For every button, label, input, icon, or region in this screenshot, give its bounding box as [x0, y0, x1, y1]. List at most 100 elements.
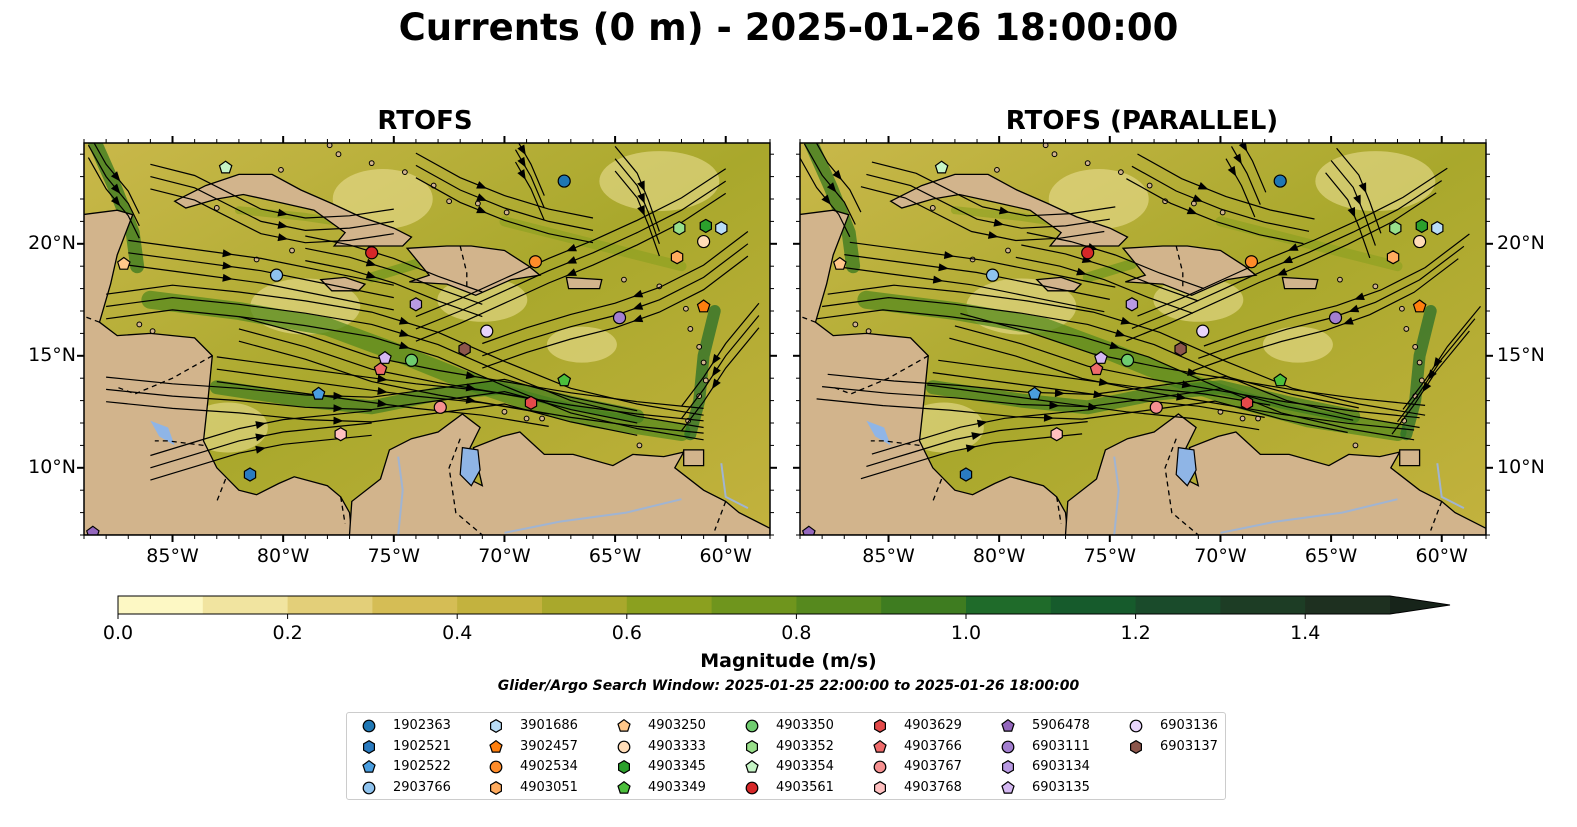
platform-marker-1902363[interactable]: [557, 174, 571, 188]
platform-marker-4903345[interactable]: [699, 218, 713, 234]
platform-marker-4903250[interactable]: [116, 256, 131, 270]
platform-marker-4903352[interactable]: [1389, 220, 1402, 236]
legend-symbol: [1001, 719, 1015, 732]
platform-marker-4903250[interactable]: [832, 256, 847, 270]
legend-symbol: [617, 740, 631, 753]
platform-marker-4903349[interactable]: [557, 373, 572, 387]
colorbar-label: Magnitude (m/s): [700, 650, 877, 672]
streamline-arrow: [1114, 329, 1126, 337]
map-frame-right: [799, 142, 1487, 536]
platform-marker-6903111[interactable]: [1328, 311, 1343, 325]
streamline-arrow: [832, 169, 842, 181]
strong-current-band: [857, 290, 1407, 441]
platform-marker-4903629[interactable]: [524, 395, 538, 410]
streamline: [1192, 258, 1459, 372]
legend-symbol: [1001, 740, 1015, 753]
legend-symbol: [362, 781, 376, 794]
legend-label: 4903250: [648, 718, 706, 733]
island: [1337, 276, 1343, 283]
platform-marker-4903051[interactable]: [670, 250, 684, 265]
legend-label: 4903333: [648, 738, 706, 754]
platform-marker-1902522[interactable]: [1027, 386, 1042, 400]
colorbar-tick-label: 0.2: [272, 622, 303, 644]
platform-marker-4903561[interactable]: [1081, 246, 1095, 260]
longitude-tick-label: 80°W: [972, 545, 1026, 567]
streamline-arrow: [1354, 292, 1365, 301]
platform-marker-4903350[interactable]: [404, 353, 419, 367]
platform-marker-5906478[interactable]: [801, 525, 816, 538]
platform-marker-6903111[interactable]: [612, 311, 627, 325]
platform-marker-6903136[interactable]: [1196, 324, 1210, 338]
platform-marker-4903350[interactable]: [1120, 353, 1135, 367]
platform-marker-6903135[interactable]: [1094, 350, 1108, 364]
platform-marker-4903766[interactable]: [1089, 362, 1104, 376]
streamline-arrow: [1282, 255, 1293, 264]
platform-marker-4903345[interactable]: [1415, 218, 1429, 234]
platform-marker-4903766[interactable]: [373, 362, 388, 376]
platform-marker-6903134[interactable]: [1125, 297, 1139, 312]
streamline: [128, 252, 394, 299]
platform-marker-3902457[interactable]: [696, 299, 711, 313]
platform-marker-5906478[interactable]: [85, 525, 100, 538]
streamline-arrow: [1347, 206, 1356, 218]
platform-marker-3901686[interactable]: [1431, 220, 1444, 236]
platform-marker-4903352[interactable]: [673, 220, 686, 236]
island: [865, 328, 872, 335]
platform-marker-4903629[interactable]: [1240, 395, 1254, 410]
legend-marker-circle: [617, 740, 631, 753]
platform-marker-6903137[interactable]: [1174, 341, 1187, 357]
legend-marker-hexagon: [873, 719, 886, 733]
legend-symbol: [489, 780, 502, 795]
colorbar-bin: [966, 596, 1052, 614]
legend-label: 4903766: [904, 738, 962, 754]
platform-marker-4902534[interactable]: [1244, 255, 1259, 269]
platform-marker-4903051[interactable]: [1386, 250, 1400, 265]
platform-marker-4903349[interactable]: [1273, 373, 1288, 387]
legend-marker-hexagon: [489, 719, 502, 733]
streamline-arrow: [637, 205, 645, 216]
platform-marker-4903354[interactable]: [934, 160, 949, 174]
streamline-arrow: [1233, 153, 1242, 165]
platform-marker-3902457[interactable]: [1412, 299, 1427, 313]
strong-current-band: [1082, 259, 1137, 283]
streamline-arrow: [1186, 206, 1198, 215]
platform-marker-6903134[interactable]: [409, 297, 423, 312]
colorbar-bin: [626, 596, 713, 614]
platform-marker-6903137[interactable]: [458, 341, 471, 357]
island: [700, 359, 707, 366]
platform-marker-4903767[interactable]: [433, 400, 447, 414]
map-panel-rtofs[interactable]: [82, 133, 770, 538]
colorbar-bin: [1135, 596, 1221, 614]
platform-marker-4903333[interactable]: [697, 234, 711, 249]
platform-marker-1902522[interactable]: [311, 386, 326, 400]
island: [289, 247, 295, 254]
island: [326, 143, 333, 149]
map-panel-rtofs-parallel[interactable]: [798, 132, 1486, 539]
platform-marker-4903768[interactable]: [334, 427, 347, 442]
platform-marker-1902363[interactable]: [1273, 174, 1287, 188]
platform-marker-1902521[interactable]: [243, 467, 257, 482]
platform-marker-4903768[interactable]: [1050, 427, 1063, 442]
platform-marker-4903561[interactable]: [365, 246, 379, 260]
platform-marker-6903136[interactable]: [480, 324, 494, 338]
streamline-arrow: [1181, 380, 1193, 389]
platform-marker-4903767[interactable]: [1149, 400, 1163, 414]
platform-marker-4902534[interactable]: [528, 255, 543, 269]
land: [84, 209, 353, 535]
platform-marker-1902521[interactable]: [959, 467, 973, 482]
latitude-tick-label: 15°N: [28, 343, 76, 366]
island: [1219, 209, 1226, 216]
streamline-arrow: [1098, 378, 1110, 386]
platform-marker-2903766[interactable]: [269, 268, 284, 282]
legend-symbol: [617, 760, 630, 774]
platform-marker-4903333[interactable]: [1413, 234, 1427, 249]
platform-marker-4903354[interactable]: [218, 160, 233, 174]
platform-marker-2903766[interactable]: [985, 268, 1000, 282]
streamline: [106, 401, 638, 436]
streamline-arrow: [377, 374, 388, 383]
streamline: [1230, 146, 1261, 205]
platform-marker-3901686[interactable]: [715, 220, 728, 236]
island: [1418, 377, 1425, 384]
streamline-arrow: [566, 268, 577, 276]
platform-marker-6903135[interactable]: [378, 350, 392, 364]
